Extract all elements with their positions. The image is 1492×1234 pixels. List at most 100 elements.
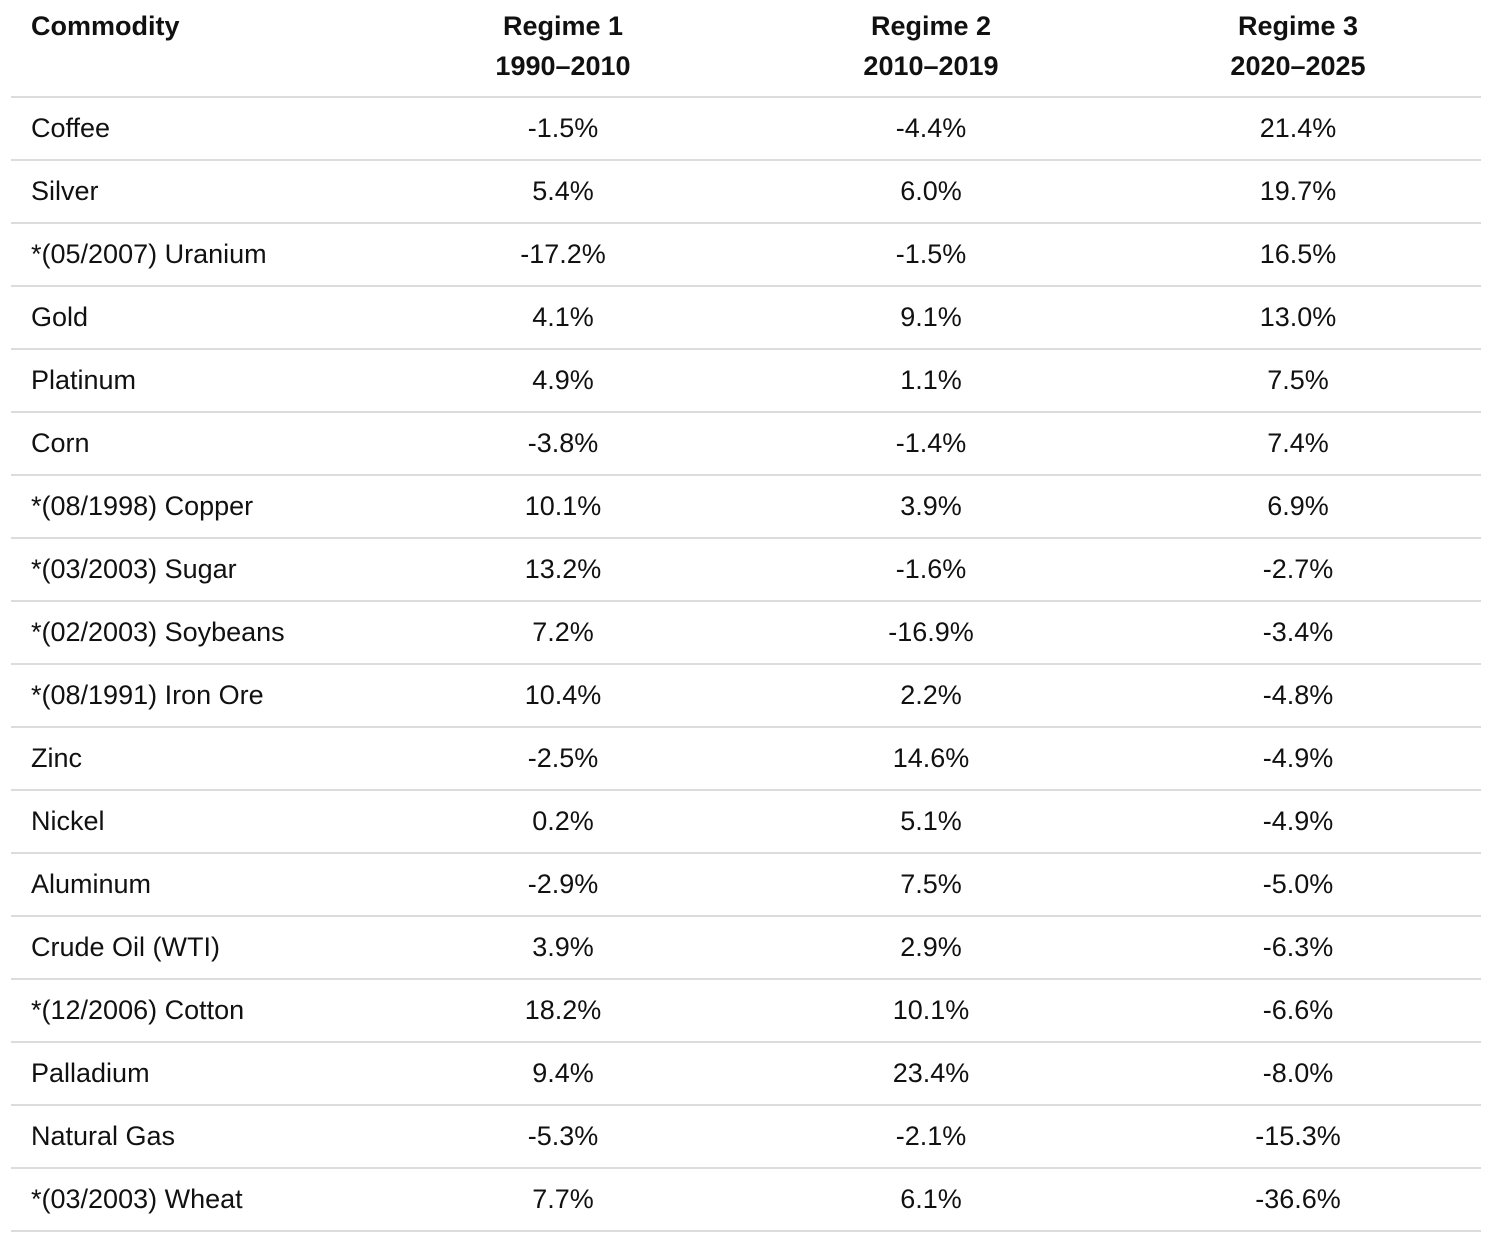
commodity-returns-table: Commodity Regime 1 1990–2010 Regime 2 20… bbox=[11, 0, 1481, 1232]
table-header: Commodity Regime 1 1990–2010 Regime 2 20… bbox=[11, 0, 1481, 98]
commodity-cell: Gold bbox=[11, 286, 379, 350]
regime-1-cell: 13.2% bbox=[379, 538, 747, 602]
header-regime-3-title: Regime 3 bbox=[1237, 11, 1359, 41]
regime-1-cell: -17.2% bbox=[379, 223, 747, 287]
commodity-cell: Coffee bbox=[11, 97, 379, 161]
header-regime-2-title: Regime 2 bbox=[870, 11, 992, 41]
commodity-cell: Silver bbox=[11, 160, 379, 224]
table-row: Gold 4.1% 9.1% 13.0% bbox=[11, 286, 1481, 350]
table-row: Corn -3.8% -1.4% 7.4% bbox=[11, 412, 1481, 476]
commodity-cell: *(02/2003) Soybeans bbox=[11, 601, 379, 665]
regime-1-cell: 3.9% bbox=[379, 916, 747, 980]
regime-3-cell: -4.8% bbox=[1115, 664, 1481, 728]
regime-3-cell: 21.4% bbox=[1115, 97, 1481, 161]
regime-2-cell: -2.1% bbox=[747, 1105, 1115, 1169]
table-row: Crude Oil (WTI) 3.9% 2.9% -6.3% bbox=[11, 916, 1481, 980]
regime-3-cell: -4.9% bbox=[1115, 790, 1481, 854]
regime-1-cell: 4.9% bbox=[379, 349, 747, 413]
commodity-cell: *(03/2003) Wheat bbox=[11, 1168, 379, 1232]
regime-2-cell: 6.1% bbox=[747, 1168, 1115, 1232]
regime-1-cell: 4.1% bbox=[379, 286, 747, 350]
header-regime-2: Regime 2 2010–2019 bbox=[747, 0, 1115, 98]
header-row: Commodity Regime 1 1990–2010 Regime 2 20… bbox=[11, 0, 1481, 98]
header-commodity-label: Commodity bbox=[31, 11, 180, 41]
regime-2-cell: -16.9% bbox=[747, 601, 1115, 665]
header-regime-1-period: 1990–2010 bbox=[495, 51, 631, 81]
commodity-cell: *(08/1991) Iron Ore bbox=[11, 664, 379, 728]
table-row: *(03/2003) Sugar 13.2% -1.6% -2.7% bbox=[11, 538, 1481, 602]
regime-3-cell: -3.4% bbox=[1115, 601, 1481, 665]
commodity-cell: Palladium bbox=[11, 1042, 379, 1106]
table-row: *(08/1991) Iron Ore 10.4% 2.2% -4.8% bbox=[11, 664, 1481, 728]
table-row: Nickel 0.2% 5.1% -4.9% bbox=[11, 790, 1481, 854]
regime-1-cell: -2.5% bbox=[379, 727, 747, 791]
regime-2-cell: 9.1% bbox=[747, 286, 1115, 350]
regime-1-cell: -5.3% bbox=[379, 1105, 747, 1169]
regime-1-cell: 10.1% bbox=[379, 475, 747, 539]
commodity-cell: *(12/2006) Cotton bbox=[11, 979, 379, 1043]
regime-3-cell: 6.9% bbox=[1115, 475, 1481, 539]
table-row: *(08/1998) Copper 10.1% 3.9% 6.9% bbox=[11, 475, 1481, 539]
regime-2-cell: 3.9% bbox=[747, 475, 1115, 539]
commodity-cell: Aluminum bbox=[11, 853, 379, 917]
regime-2-cell: -1.5% bbox=[747, 223, 1115, 287]
commodity-cell: Natural Gas bbox=[11, 1105, 379, 1169]
regime-1-cell: -1.5% bbox=[379, 97, 747, 161]
commodity-cell: Corn bbox=[11, 412, 379, 476]
regime-3-cell: -5.0% bbox=[1115, 853, 1481, 917]
regime-2-cell: 7.5% bbox=[747, 853, 1115, 917]
regime-1-cell: -3.8% bbox=[379, 412, 747, 476]
table-row: *(02/2003) Soybeans 7.2% -16.9% -3.4% bbox=[11, 601, 1481, 665]
commodity-cell: *(05/2007) Uranium bbox=[11, 223, 379, 287]
regime-3-cell: 16.5% bbox=[1115, 223, 1481, 287]
regime-2-cell: 2.2% bbox=[747, 664, 1115, 728]
table-row: Palladium 9.4% 23.4% -8.0% bbox=[11, 1042, 1481, 1106]
header-regime-1: Regime 1 1990–2010 bbox=[379, 0, 747, 98]
table-row: Coffee -1.5% -4.4% 21.4% bbox=[11, 97, 1481, 161]
regime-1-cell: 5.4% bbox=[379, 160, 747, 224]
regime-1-cell: 18.2% bbox=[379, 979, 747, 1043]
returns-table-container: Commodity Regime 1 1990–2010 Regime 2 20… bbox=[11, 0, 1481, 1232]
regime-2-cell: -4.4% bbox=[747, 97, 1115, 161]
regime-2-cell: 23.4% bbox=[747, 1042, 1115, 1106]
regime-1-cell: 7.7% bbox=[379, 1168, 747, 1232]
table-row: *(12/2006) Cotton 18.2% 10.1% -6.6% bbox=[11, 979, 1481, 1043]
regime-2-cell: 1.1% bbox=[747, 349, 1115, 413]
commodity-cell: Zinc bbox=[11, 727, 379, 791]
table-row: *(05/2007) Uranium -17.2% -1.5% 16.5% bbox=[11, 223, 1481, 287]
regime-2-cell: -1.6% bbox=[747, 538, 1115, 602]
commodity-cell: *(08/1998) Copper bbox=[11, 475, 379, 539]
table-row: Silver 5.4% 6.0% 19.7% bbox=[11, 160, 1481, 224]
regime-3-cell: -2.7% bbox=[1115, 538, 1481, 602]
table-body: Coffee -1.5% -4.4% 21.4% Silver 5.4% 6.0% 19.7%… bbox=[11, 97, 1481, 1232]
regime-3-cell: -6.6% bbox=[1115, 979, 1481, 1043]
regime-2-cell: 14.6% bbox=[747, 727, 1115, 791]
commodity-cell: Crude Oil (WTI) bbox=[11, 916, 379, 980]
regime-2-cell: 6.0% bbox=[747, 160, 1115, 224]
table-row: Platinum 4.9% 1.1% 7.5% bbox=[11, 349, 1481, 413]
regime-2-cell: -1.4% bbox=[747, 412, 1115, 476]
regime-2-cell: 2.9% bbox=[747, 916, 1115, 980]
regime-3-cell: -36.6% bbox=[1115, 1168, 1481, 1232]
header-regime-1-title: Regime 1 bbox=[502, 11, 624, 41]
table-row: Natural Gas -5.3% -2.1% -15.3% bbox=[11, 1105, 1481, 1169]
regime-3-cell: 19.7% bbox=[1115, 160, 1481, 224]
regime-2-cell: 10.1% bbox=[747, 979, 1115, 1043]
regime-1-cell: 10.4% bbox=[379, 664, 747, 728]
commodity-cell: Platinum bbox=[11, 349, 379, 413]
header-regime-2-period: 2010–2019 bbox=[863, 51, 999, 81]
regime-1-cell: 7.2% bbox=[379, 601, 747, 665]
regime-1-cell: -2.9% bbox=[379, 853, 747, 917]
regime-3-cell: -15.3% bbox=[1115, 1105, 1481, 1169]
header-commodity: Commodity bbox=[11, 0, 379, 98]
regime-3-cell: 13.0% bbox=[1115, 286, 1481, 350]
regime-1-cell: 9.4% bbox=[379, 1042, 747, 1106]
table-row: *(03/2003) Wheat 7.7% 6.1% -36.6% bbox=[11, 1168, 1481, 1232]
regime-3-cell: 7.4% bbox=[1115, 412, 1481, 476]
table-row: Zinc -2.5% 14.6% -4.9% bbox=[11, 727, 1481, 791]
regime-1-cell: 0.2% bbox=[379, 790, 747, 854]
regime-3-cell: -4.9% bbox=[1115, 727, 1481, 791]
header-regime-3-period: 2020–2025 bbox=[1230, 51, 1366, 81]
header-regime-3: Regime 3 2020–2025 bbox=[1115, 0, 1481, 98]
commodity-cell: Nickel bbox=[11, 790, 379, 854]
